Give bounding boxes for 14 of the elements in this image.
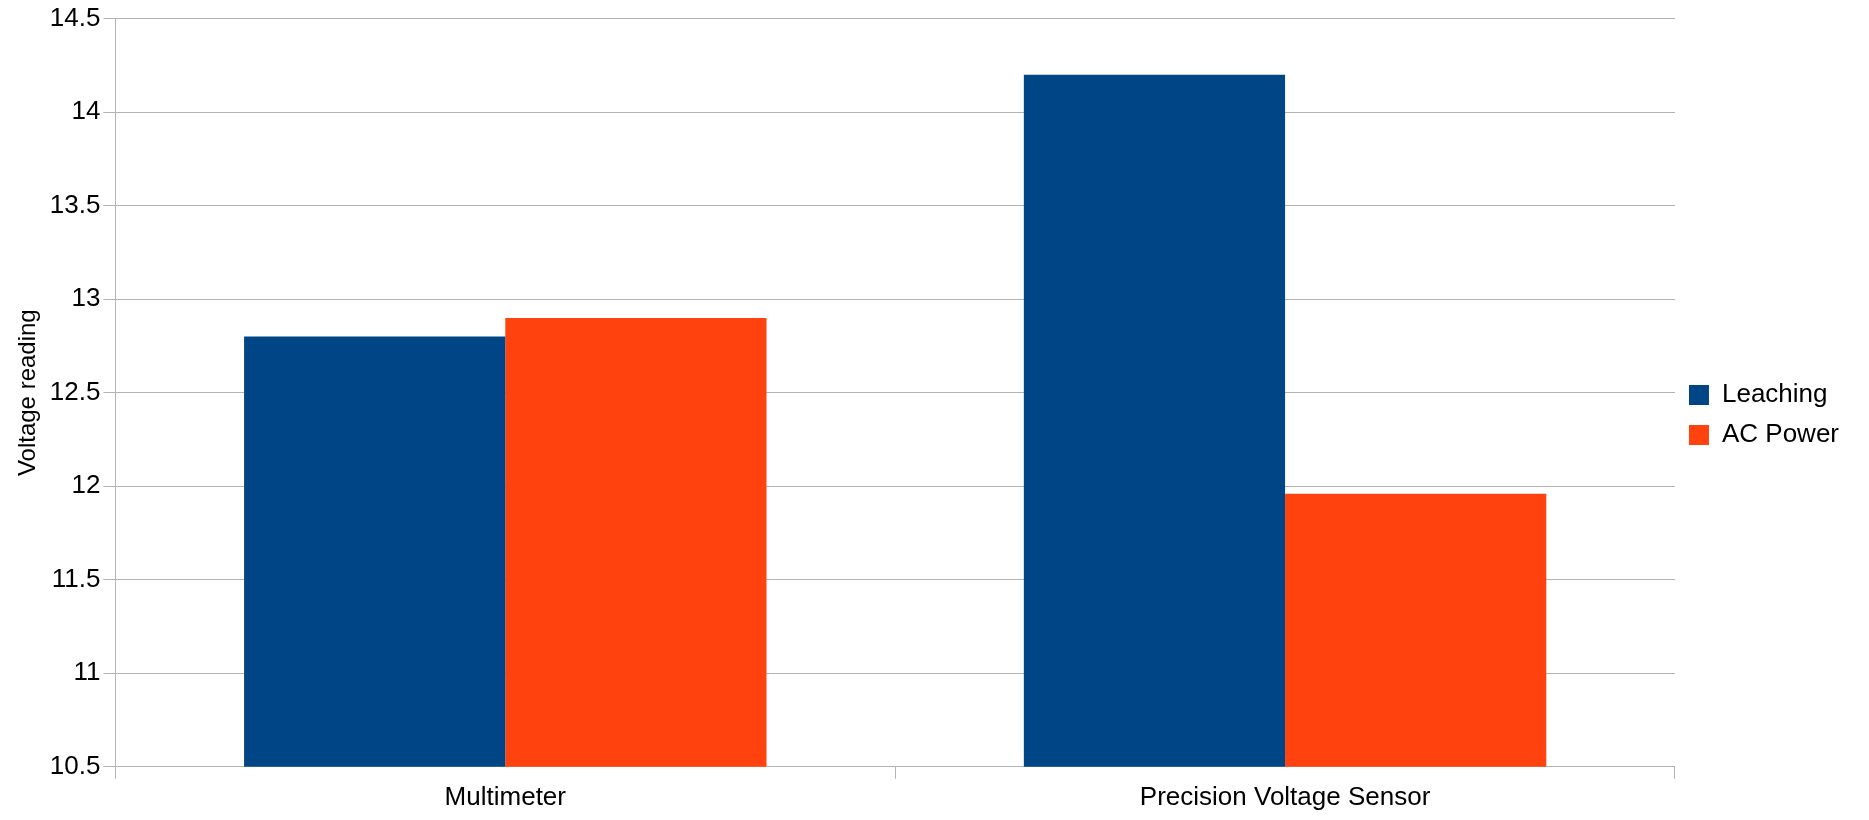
y-tick-label: 11	[73, 656, 101, 687]
x-tick-label: Precision Voltage Sensor	[1139, 780, 1431, 811]
y-tick-label: 10.5	[49, 749, 101, 780]
y-tick-label: 12	[71, 469, 101, 500]
y-axis-title: Voltage reading	[13, 309, 41, 477]
y-tick-label: 13	[71, 282, 101, 313]
y-tick-label: 13.5	[49, 188, 101, 219]
y-tick-label: 14	[71, 95, 101, 126]
legend-label: AC Power	[1721, 418, 1840, 449]
y-tick-label: 12.5	[49, 375, 101, 406]
y-tick-label: 14.5	[49, 1, 101, 32]
legend-label: Leaching	[1721, 378, 1828, 409]
y-tick-label: 11.5	[51, 562, 101, 593]
x-tick-label: Multimeter	[444, 780, 567, 811]
